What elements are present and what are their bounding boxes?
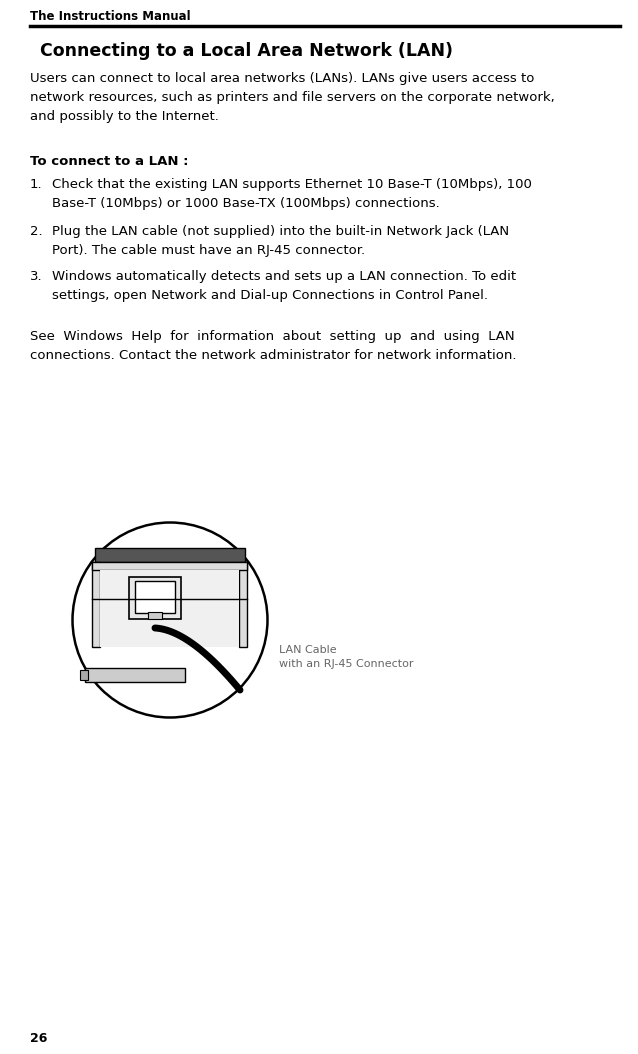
Bar [100, 570, 239, 647]
Text: settings, open Network and Dial-up Connections in Control Panel.: settings, open Network and Dial-up Conne… [52, 289, 488, 302]
Text: Users can connect to local area networks (LANs). LANs give users access to: Users can connect to local area networks… [30, 72, 535, 85]
Text: Check that the existing LAN supports Ethernet 10 Base-T (10Mbps), 100: Check that the existing LAN supports Eth… [52, 178, 532, 191]
Text: LAN Cable: LAN Cable [279, 645, 337, 655]
Text: 1.: 1. [30, 178, 43, 191]
Bar [185, 562, 189, 574]
Bar [95, 548, 245, 562]
Text: connections. Contact the network administrator for network information.: connections. Contact the network adminis… [30, 349, 517, 362]
Text: 26: 26 [30, 1032, 47, 1045]
Bar [239, 562, 247, 647]
Bar [92, 562, 247, 570]
Bar [135, 581, 175, 613]
Text: Port). The cable must have an RJ-45 connector.: Port). The cable must have an RJ-45 conn… [52, 243, 365, 257]
Bar [85, 668, 185, 682]
Text: The Instructions Manual: The Instructions Manual [30, 9, 191, 23]
Bar [179, 562, 183, 574]
Text: Windows automatically detects and sets up a LAN connection. To edit: Windows automatically detects and sets u… [52, 270, 516, 284]
Text: 2.: 2. [30, 225, 43, 238]
Text: To connect to a LAN :: To connect to a LAN : [30, 155, 188, 168]
Bar [80, 670, 88, 680]
Text: Connecting to a Local Area Network (LAN): Connecting to a Local Area Network (LAN) [40, 42, 453, 60]
Text: with an RJ-45 Connector: with an RJ-45 Connector [279, 659, 413, 669]
Text: and possibly to the Internet.: and possibly to the Internet. [30, 110, 219, 123]
Bar [148, 612, 162, 619]
Bar [129, 577, 181, 619]
Text: See  Windows  Help  for  information  about  setting  up  and  using  LAN: See Windows Help for information about s… [30, 330, 515, 343]
Text: Plug the LAN cable (not supplied) into the built-in Network Jack (LAN: Plug the LAN cable (not supplied) into t… [52, 225, 509, 238]
Text: Base-T (10Mbps) or 1000 Base-TX (100Mbps) connections.: Base-T (10Mbps) or 1000 Base-TX (100Mbps… [52, 197, 440, 210]
Bar [173, 562, 177, 574]
Text: 3.: 3. [30, 270, 43, 284]
Text: network resources, such as printers and file servers on the corporate network,: network resources, such as printers and … [30, 91, 555, 104]
Bar [92, 562, 100, 647]
